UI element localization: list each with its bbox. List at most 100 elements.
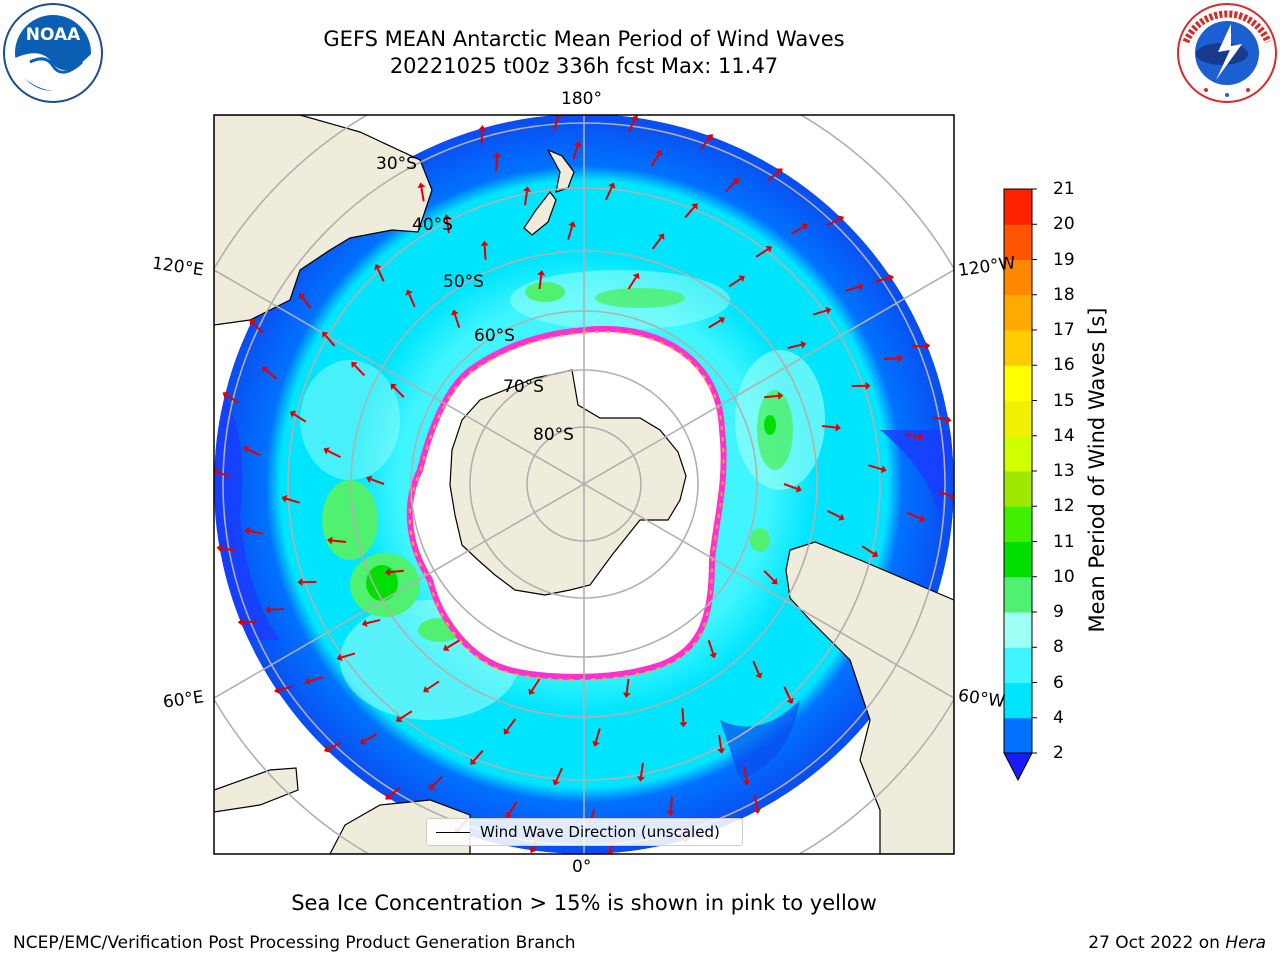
wind-wave-arrowhead — [776, 168, 783, 175]
wind-wave-arrowhead — [480, 240, 489, 246]
wind-wave-arrow — [669, 796, 673, 811]
wind-wave-arrowhead — [838, 513, 845, 521]
colorbar-tick-label: 19 — [1053, 249, 1075, 270]
wind-wave-arrowhead — [451, 309, 459, 316]
new-zealand-south — [523, 191, 557, 236]
wind-wave-arrowhead — [361, 619, 368, 628]
lat-label-70s: 70°S — [503, 377, 544, 397]
wind-wave-arrow — [650, 153, 660, 167]
latitude-labels: 30°S 40°S 50°S 60°S 70°S 80°S — [376, 154, 574, 445]
colorbar-underflow-triangle — [1003, 752, 1033, 782]
colorbar-tick-label: 9 — [1053, 602, 1064, 622]
colorbar-title-text: Mean Period of Wind Waves [s] — [1085, 307, 1109, 633]
wind-wave-arrowhead — [537, 270, 546, 276]
wind-wave-arrow — [827, 509, 841, 519]
wind-wave-arrow — [278, 685, 293, 692]
wind-wave-arrowhead — [281, 494, 288, 503]
wind-wave-arrowhead — [216, 544, 223, 553]
colorbar-tick-label: 18 — [1053, 284, 1075, 305]
wind-wave-arrowhead — [222, 391, 229, 399]
wind-wave-arrow — [752, 660, 760, 675]
wind-wave-arrowhead — [304, 677, 311, 686]
wind-wave-arrowhead — [405, 289, 413, 296]
wind-wave-arrow — [445, 219, 450, 234]
wind-wave-arrow — [553, 116, 560, 131]
colorbar-tick-label: 21 — [1053, 179, 1075, 199]
wind-wave-arrowhead — [857, 282, 864, 291]
wind-wave-arrow — [567, 225, 574, 240]
wind-wave-arrow — [242, 620, 257, 624]
wind-wave-arrow — [408, 293, 416, 308]
wind-wave-arrowhead — [505, 811, 513, 819]
sea-ice-note: Sea Ice Concentration > 15% is shown in … — [291, 891, 877, 915]
wind-wave-arrow — [826, 218, 841, 227]
wind-wave-arrowhead — [443, 644, 450, 652]
wind-wave-arrow — [555, 767, 563, 782]
wind-wave-arrow — [812, 309, 827, 316]
wind-wave-arrow — [293, 413, 307, 423]
wind-wave-arrow — [508, 801, 518, 815]
wind-wave-arrow — [883, 357, 899, 360]
wind-wave-arrowhead — [765, 245, 773, 253]
wind-wave-arrowhead — [753, 808, 762, 814]
australia — [214, 115, 433, 326]
graticule — [214, 115, 954, 854]
wind-wave-arrow — [907, 511, 921, 520]
legend-label: Wind Wave Direction (unscaled) — [480, 823, 720, 841]
svg-text:NOAA: NOAA — [26, 25, 81, 45]
wind-wave-arrow — [524, 191, 529, 206]
wind-wave-arrowhead — [865, 381, 871, 390]
wind-wave-arrowhead — [470, 758, 477, 765]
wind-wave-arrow — [700, 137, 711, 150]
colorbar-segment — [1004, 330, 1032, 366]
wind-wave-arrow — [265, 369, 278, 380]
wind-wave-arrow — [681, 708, 685, 723]
colorbar-segment — [1004, 612, 1032, 648]
wind-wave-arrow — [639, 762, 644, 777]
wind-wave-arrowhead — [738, 275, 745, 283]
lon-label-180: 180° — [561, 89, 602, 109]
wind-wave-arrowhead — [622, 692, 631, 698]
wind-wave-arrowhead — [925, 341, 931, 350]
lat-label-50s: 50°S — [443, 272, 484, 292]
wind-wave-arrow — [605, 186, 613, 201]
colorbar-segment — [1004, 471, 1032, 507]
wind-wave-arrowhead — [801, 223, 808, 231]
wind-wave-arrowhead — [243, 445, 250, 454]
wind-wave-arrowhead — [390, 383, 397, 390]
wind-wave-arrowhead — [679, 722, 688, 728]
wind-wave-arrow — [252, 322, 264, 334]
wind-wave-arrow — [226, 394, 239, 404]
wind-wave-arrowhead — [592, 740, 600, 747]
wind-wave-arrowhead — [244, 526, 250, 535]
wind-wave-arrow — [248, 529, 264, 535]
colorbar-segment — [1004, 541, 1032, 578]
wind-wave-arrowhead — [945, 415, 952, 424]
colorbar-tick-label: 20 — [1053, 214, 1075, 235]
wind-wave-arrowhead — [632, 273, 640, 280]
wind-wave-arrowhead — [655, 149, 663, 157]
wind-wave-arrowhead — [717, 748, 726, 754]
footer-host: Hera — [1225, 933, 1266, 953]
chart-title: GEFS MEAN Antarctic Mean Period of Wind … — [323, 27, 845, 51]
colorbar-segment — [1004, 294, 1032, 331]
wind-wave-arrowhead — [950, 492, 954, 501]
colorbar-tick-label: 4 — [1053, 707, 1064, 728]
wind-wave-arrowhead — [800, 340, 807, 349]
colorbar-segment — [1004, 400, 1032, 437]
colorbar-tick-label: 10 — [1053, 566, 1075, 587]
colorbar-segment — [1004, 365, 1032, 401]
wind-wave-arrow — [783, 483, 798, 490]
colorbar-tick-label: 17 — [1053, 320, 1075, 340]
wind-wave-arrow — [327, 449, 341, 459]
wind-wave-arrow — [399, 710, 413, 720]
wind-wave-arrowhead — [289, 410, 297, 418]
legend-line-icon — [436, 831, 470, 833]
colorbar-segment — [1004, 435, 1032, 472]
wind-wave-arrowhead — [423, 685, 430, 693]
wind-wave-arrow — [572, 145, 579, 160]
map-plot-area — [214, 115, 954, 854]
wind-wave-arrowhead — [709, 652, 717, 659]
wind-wave-arrowhead — [631, 115, 639, 122]
